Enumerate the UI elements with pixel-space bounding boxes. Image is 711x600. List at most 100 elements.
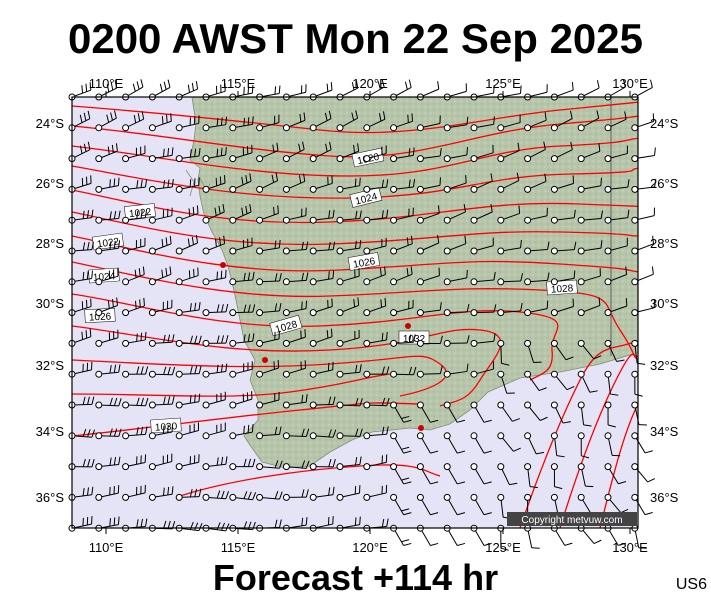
wind-barb bbox=[122, 111, 145, 132]
wind-barb bbox=[336, 177, 361, 193]
wind-barb bbox=[550, 110, 573, 132]
city-marker bbox=[262, 357, 268, 363]
wind-barb bbox=[470, 116, 495, 132]
wind-barb bbox=[443, 463, 466, 485]
wind-barb bbox=[95, 240, 121, 255]
wind-barb bbox=[550, 370, 575, 391]
wind-barb bbox=[148, 299, 173, 317]
wind-barb bbox=[229, 491, 257, 501]
isobars bbox=[72, 101, 638, 528]
wind-barb bbox=[229, 144, 253, 163]
wind-barb bbox=[122, 484, 146, 501]
wind-barb bbox=[443, 432, 466, 454]
wind-barb bbox=[416, 335, 443, 347]
wind-barb bbox=[524, 272, 550, 286]
wind-barb bbox=[202, 422, 226, 440]
wind-barb bbox=[524, 241, 550, 255]
wind-barb bbox=[497, 302, 523, 317]
map-title: 0200 AWST Mon 22 Sep 2025 bbox=[67, 15, 644, 62]
wind-barb bbox=[443, 493, 466, 516]
wind-barb bbox=[148, 266, 172, 286]
wind-barb bbox=[148, 207, 173, 224]
svg-text:1030: 1030 bbox=[155, 421, 178, 434]
wind-barb bbox=[443, 335, 470, 347]
wind-barb bbox=[470, 432, 492, 454]
wind-barb bbox=[416, 177, 441, 193]
wind-barb bbox=[229, 237, 253, 255]
wind-barb bbox=[336, 268, 360, 286]
wind-barb bbox=[363, 145, 387, 163]
wind-barb bbox=[550, 463, 563, 490]
wind-barb bbox=[175, 177, 200, 193]
wind-barb bbox=[309, 396, 336, 409]
lat-label: 32°S bbox=[36, 358, 65, 373]
lon-label: 110°E bbox=[89, 76, 124, 91]
wind-barb bbox=[363, 366, 390, 378]
wind-barb bbox=[416, 524, 439, 547]
wind-barb bbox=[309, 209, 335, 224]
wind-barb bbox=[363, 266, 386, 286]
wind-barb bbox=[336, 456, 362, 471]
wind-barb bbox=[470, 237, 494, 255]
isobar-label: 1024 bbox=[349, 187, 383, 208]
wind-barb bbox=[95, 428, 122, 440]
wind-barb bbox=[416, 493, 439, 516]
wind-barb bbox=[416, 205, 440, 224]
wind-barb bbox=[122, 426, 148, 440]
wind-barb bbox=[175, 148, 201, 163]
wind-barb bbox=[122, 397, 149, 409]
wind-barb bbox=[175, 235, 199, 255]
wind-barb bbox=[282, 84, 307, 101]
isobar-label: 1024 bbox=[88, 267, 120, 284]
wind-barb bbox=[122, 145, 146, 163]
wind-barb bbox=[390, 432, 412, 454]
wind-barb bbox=[309, 241, 336, 255]
wind-barb bbox=[390, 493, 412, 516]
wind-barb bbox=[524, 339, 542, 363]
wind-barb bbox=[309, 458, 336, 471]
lon-label: 130°E bbox=[612, 76, 648, 91]
wind-barb bbox=[122, 454, 147, 471]
wind-barb bbox=[550, 298, 574, 317]
wind-barb bbox=[443, 203, 466, 224]
wind-barb bbox=[524, 401, 548, 421]
wind-barb bbox=[309, 429, 337, 440]
copyright-text: Copyright metvuw.com bbox=[521, 515, 622, 526]
lat-label: 30°S bbox=[650, 296, 679, 311]
wind-barb bbox=[497, 205, 521, 224]
wind-barb bbox=[202, 391, 226, 409]
wind-barb bbox=[631, 370, 643, 397]
wind-barb bbox=[550, 175, 575, 193]
wind-barb bbox=[202, 335, 229, 347]
wind-barb bbox=[390, 235, 413, 255]
wind-barb bbox=[336, 329, 360, 347]
wind-barb bbox=[148, 423, 174, 440]
wind-barb bbox=[229, 424, 254, 440]
wind-barb bbox=[363, 111, 386, 132]
wind-barb bbox=[604, 111, 627, 132]
wind-barb bbox=[229, 361, 253, 378]
wind-barb bbox=[363, 484, 388, 501]
wind-barb bbox=[336, 297, 360, 317]
wind-barb bbox=[336, 428, 363, 440]
wind-barb bbox=[336, 143, 360, 163]
wind-barb bbox=[175, 335, 202, 347]
wind-barb bbox=[202, 363, 228, 378]
lat-label: 26°S bbox=[36, 176, 65, 191]
weather-map: 1020 1022 1024 1024 1026 1026 1028 1028 bbox=[36, 76, 679, 555]
wind-barb bbox=[122, 266, 145, 286]
city-marker bbox=[220, 262, 226, 268]
wind-barbs bbox=[68, 79, 657, 551]
wind-barb bbox=[95, 177, 120, 193]
wind-barb bbox=[497, 432, 521, 452]
wind-barb bbox=[309, 270, 335, 286]
lon-labels-bottom: 110°E 115°E 120°E 125°E 130°E bbox=[89, 540, 648, 555]
wind-barb bbox=[256, 426, 282, 440]
wind-barb bbox=[175, 393, 201, 409]
wind-barb bbox=[470, 272, 496, 286]
lat-label: 30°S bbox=[36, 296, 65, 311]
wind-barb bbox=[416, 365, 443, 378]
wind-barb bbox=[229, 333, 255, 347]
wind-barb bbox=[148, 396, 175, 409]
wind-barb bbox=[631, 432, 653, 454]
